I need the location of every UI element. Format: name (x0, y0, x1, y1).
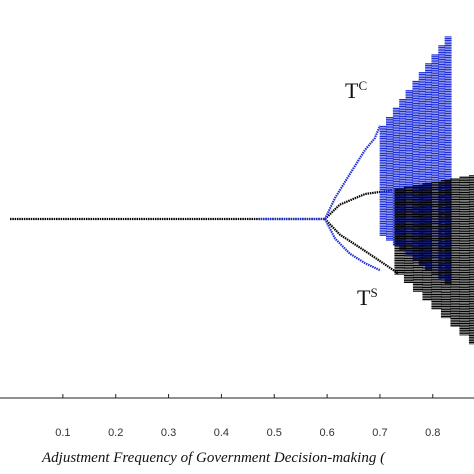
x-tick-label: 0.2 (108, 427, 123, 439)
branch-line (324, 189, 393, 220)
x-tick-label: 0.1 (55, 427, 70, 439)
annotation-sup: C (358, 78, 367, 93)
x-tick-label: 0.6 (319, 427, 334, 439)
x-tick-label: 0.8 (425, 427, 440, 439)
branch-line (323, 125, 381, 220)
branch-line (324, 218, 399, 275)
annotation: TS (357, 285, 378, 310)
x-tick-label: 0.5 (267, 427, 282, 439)
annotation-text: T (357, 285, 371, 310)
x-tick-label: 0.7 (372, 427, 387, 439)
annotation-sup: S (370, 285, 377, 300)
plot-area (10, 36, 474, 345)
annotation-text: T (345, 78, 359, 103)
x-axis-label: Adjustment Frequency of Government Decis… (41, 450, 386, 466)
branch-line (324, 218, 381, 272)
x-tick-label: 0.3 (161, 427, 176, 439)
x-tick-label: 0.4 (214, 427, 229, 439)
annotation: TC (345, 78, 367, 103)
